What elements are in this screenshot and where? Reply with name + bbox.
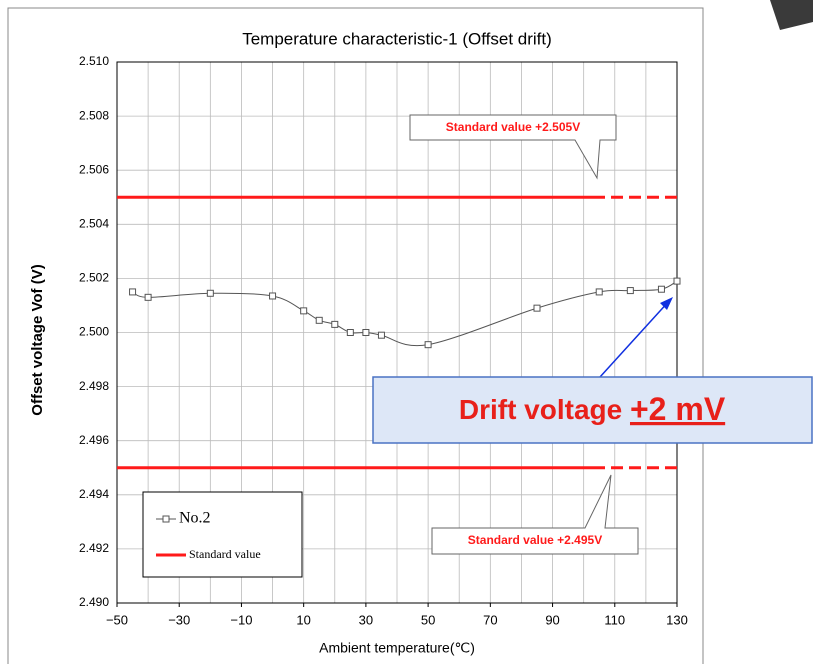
callout-top (409, 114, 617, 180)
y-tick-label: 2.504 (79, 216, 109, 230)
arrow (599, 299, 671, 378)
marker (424, 341, 432, 349)
x-axis-label: Ambient temperature(℃) (319, 640, 475, 656)
marker (673, 277, 681, 285)
y-tick-label: 2.510 (79, 54, 109, 68)
marker (129, 288, 137, 296)
marker (331, 320, 339, 328)
marker (362, 329, 370, 336)
y-tick-label: 2.494 (79, 487, 109, 501)
chart-border (7, 7, 704, 664)
y-axis-label: Offset voltage Vof (V) (29, 264, 46, 415)
chart-title: Temperature characteristic-1 (Offset dri… (242, 29, 552, 48)
y-tick-label: 2.490 (79, 595, 109, 609)
y-tick-label: 2.508 (79, 108, 109, 122)
legend-label: Standard value (189, 547, 261, 561)
marker (377, 331, 385, 339)
y-tick-label: 2.496 (79, 433, 109, 447)
marker (269, 292, 277, 300)
annotation: Standard value +2.505V (446, 120, 580, 134)
x-tick-label: 130 (666, 612, 688, 627)
x-tick-label: 30 (359, 612, 373, 627)
drift-box (372, 376, 813, 444)
x-tick-label: 10 (296, 612, 310, 627)
y-tick-label: 2.502 (79, 271, 109, 285)
x-tick-label: −50 (106, 612, 128, 627)
y-tick-label: 2.492 (79, 541, 109, 555)
legend: No.2 Standard value (142, 491, 303, 578)
marker (657, 285, 665, 293)
marker (533, 304, 541, 312)
x-tick-label: 90 (545, 612, 559, 627)
marker (626, 287, 634, 295)
annotation: Standard value +2.495V (468, 533, 602, 547)
marker (144, 293, 152, 301)
product-photo (770, 0, 813, 30)
legend-label: No.2 (179, 510, 211, 527)
y-tick-label: 2.498 (79, 379, 109, 393)
series-line (132, 280, 678, 347)
plot: 2.490 2.492 2.494 2.496 2.498 2.500 2.502 2.504… (79, 54, 688, 627)
marker (315, 316, 323, 324)
legend-box (142, 491, 303, 578)
x-tick-label: 50 (421, 612, 435, 627)
x-tick-label: 70 (483, 612, 497, 627)
x-tick-label: −30 (168, 612, 190, 627)
y-tick-label: 2.506 (79, 162, 109, 176)
callout-bottom (431, 474, 639, 555)
plot-frame (116, 61, 678, 604)
drift-text: Drift voltage (459, 394, 630, 425)
x-tick-label: 110 (604, 612, 625, 627)
drift-note: Drift voltage +2 mV (459, 391, 726, 427)
x-tick-label: −10 (230, 612, 252, 627)
marker (206, 289, 214, 297)
marker (346, 329, 354, 336)
y-tick-label: 2.500 (79, 325, 109, 339)
drift-value: +2 mV (630, 391, 726, 427)
arrow-head (660, 297, 673, 310)
marker (300, 307, 308, 315)
marker (595, 288, 603, 296)
legend-marker (162, 515, 170, 523)
